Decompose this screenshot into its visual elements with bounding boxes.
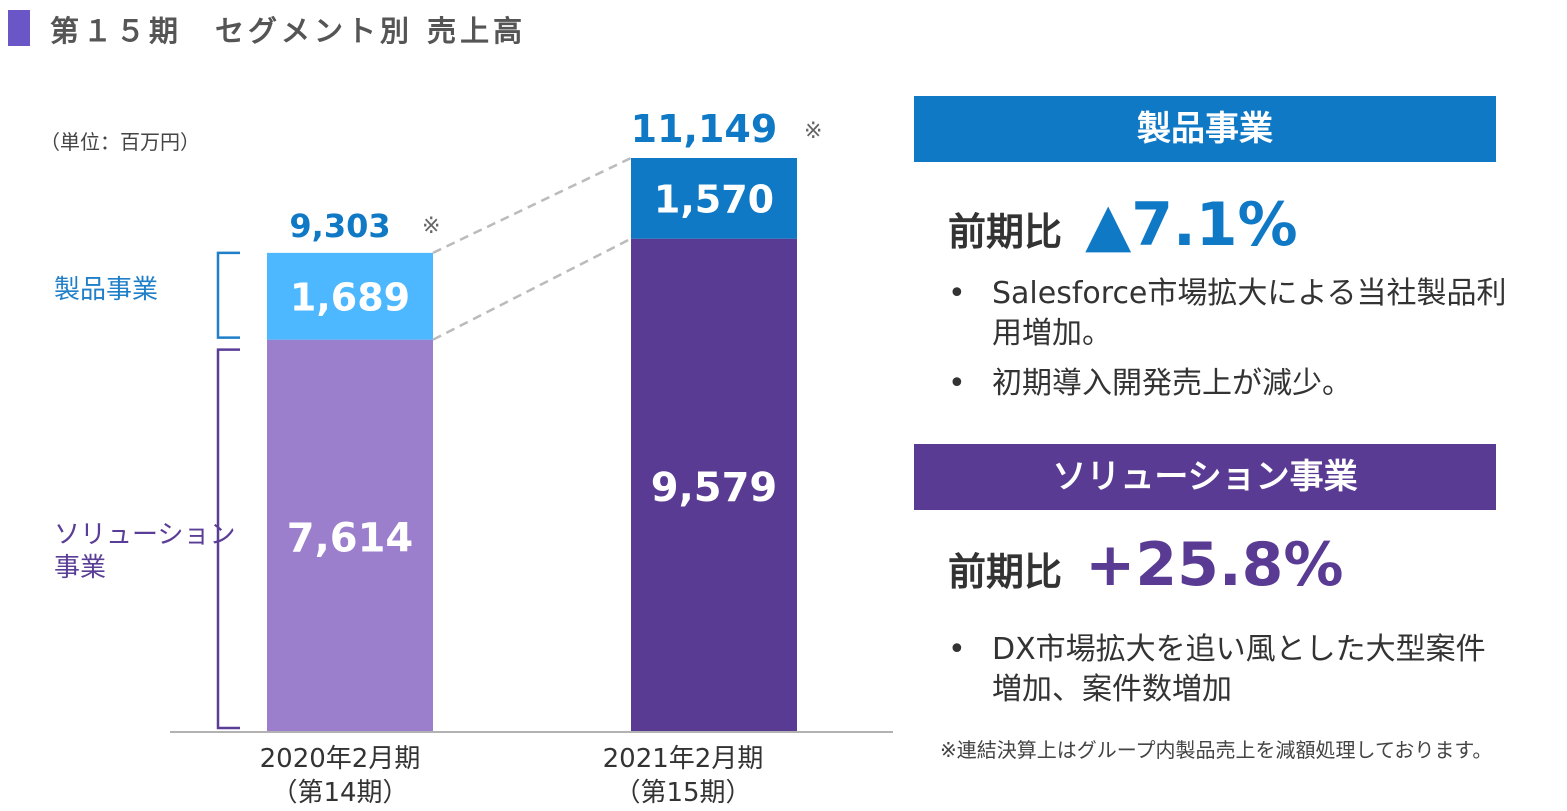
bullet-text: DX市場拡大を追い風とした大型案件増加、案件数増加 [992, 632, 1486, 707]
bullet-text: 初期導入開発売上が減少。 [992, 366, 1352, 401]
footnote: ※連結決算上はグループ内製品売上を減額処理しております。 [940, 738, 1493, 762]
list-item: • Salesforce市場拡大による当社製品利用増加。 [948, 274, 1508, 354]
segment-label-solution-line2: 事業 [54, 553, 107, 583]
bullet-text: Salesforce市場拡大による当社製品利用増加。 [992, 276, 1507, 351]
x-label-2021-term: （第15期） [614, 778, 752, 808]
title-accent-bar [8, 10, 30, 46]
bullet-icon: • [948, 366, 966, 401]
connector-line-top [432, 156, 632, 255]
growth-product: 前期比 ▲7.1% [948, 190, 1298, 260]
total-label-1: 11,149 [631, 107, 778, 151]
x-label-2020-period: 2020年2月期 [259, 744, 421, 774]
bullet-icon: • [948, 276, 966, 311]
list-item: • 初期導入開発売上が減少。 [948, 364, 1508, 404]
bar-product-0 [267, 252, 433, 340]
x-label-2021: 2021年2月期 （第15期） [573, 742, 793, 810]
bullet-icon: • [948, 632, 966, 667]
segment-label-solution-line1: ソリューション [54, 520, 236, 550]
list-item: • DX市場拡大を追い風とした大型案件増加、案件数増加 [948, 630, 1508, 710]
growth-solution-label: 前期比 [948, 550, 1063, 594]
x-label-2021-period: 2021年2月期 [602, 744, 764, 774]
bullet-list-product: • Salesforce市場拡大による当社製品利用増加。 • 初期導入開発売上が… [948, 274, 1508, 414]
total-note-mark-1: ※ [804, 119, 822, 144]
growth-solution: 前期比 +25.8% [948, 530, 1344, 600]
bar-solution-1 [631, 238, 797, 731]
bracket-solution [216, 348, 240, 730]
value-label-product-1: 1,570 [654, 177, 774, 221]
x-label-2020-term: （第14期） [271, 778, 409, 808]
bracket-product [216, 251, 240, 339]
stacked-bar-chart: 7,614 1,689 9,303 ※ 9,579 1,570 11,149 ※ [170, 107, 893, 733]
page-title: 第１５期 セグメント別 売上高 [50, 14, 527, 48]
panel-header-solution: ソリューション事業 [914, 444, 1496, 510]
panel-header-product: 製品事業 [914, 96, 1496, 162]
total-label-0: 9,303 [289, 207, 390, 245]
unit-label: （単位：百万円） [40, 130, 200, 154]
bullet-list-solution: • DX市場拡大を追い風とした大型案件増加、案件数増加 [948, 630, 1508, 720]
segment-label-solution: ソリューション 事業 [54, 519, 235, 585]
value-label-solution-1: 9,579 [651, 465, 778, 511]
growth-product-value: ▲7.1% [1085, 190, 1298, 260]
growth-solution-value: +25.8% [1085, 530, 1344, 600]
x-label-2020: 2020年2月期 （第14期） [230, 742, 450, 810]
bar-solution-0 [267, 339, 433, 731]
growth-product-label: 前期比 [948, 210, 1063, 254]
total-note-mark-0: ※ [422, 214, 440, 239]
value-label-solution-0: 7,614 [287, 515, 414, 561]
connector-line-middle [432, 237, 632, 341]
bar-product-1 [631, 158, 797, 239]
segment-label-product: 製品事業 [54, 275, 159, 305]
value-label-product-0: 1,689 [290, 275, 410, 319]
